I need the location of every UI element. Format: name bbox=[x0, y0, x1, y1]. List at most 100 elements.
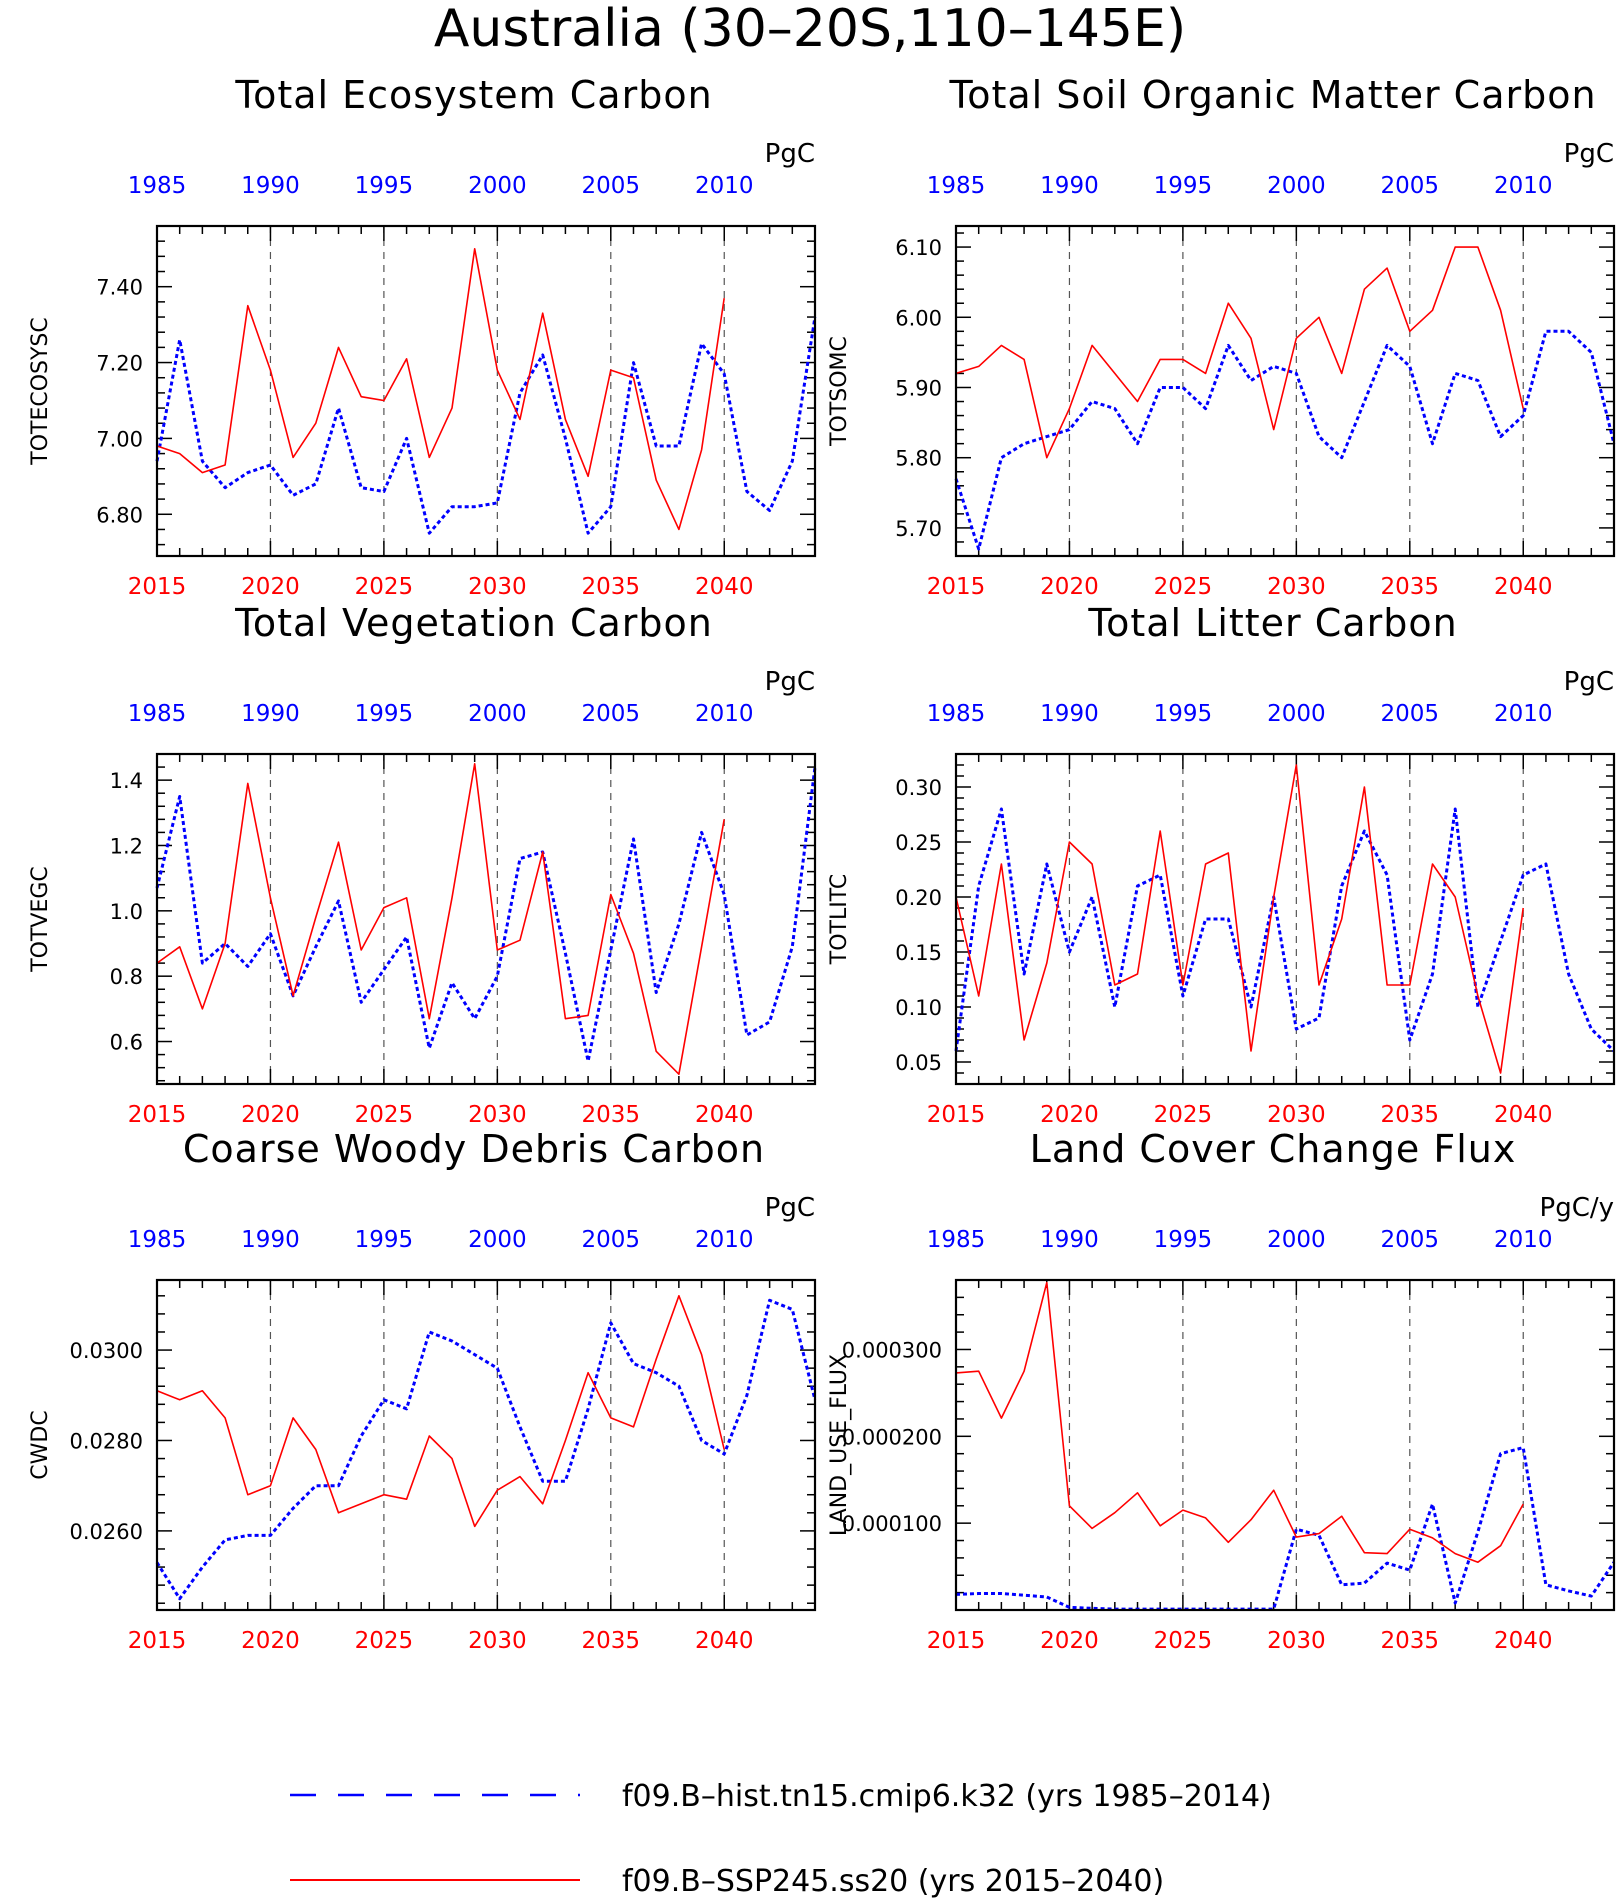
x-tick-label: 2030 bbox=[1267, 1102, 1326, 1128]
y-tick-label: 0.05 bbox=[895, 1051, 942, 1075]
y-tick-label: 6.10 bbox=[895, 236, 942, 260]
x-top-tick-label: 2005 bbox=[1381, 173, 1440, 199]
series-line-hist bbox=[155, 316, 817, 535]
x-top-tick-label: 2005 bbox=[1381, 701, 1440, 727]
y-axis-label: TOTLITC bbox=[827, 874, 852, 965]
x-tick-label: 2035 bbox=[582, 1102, 641, 1128]
x-tick-label: 2015 bbox=[128, 574, 187, 600]
chart-panel: Total Vegetation Carbon PgC TOTVEGC 2015 202… bbox=[28, 601, 817, 1128]
y-axis-label: TOTECOSYSC bbox=[28, 317, 53, 466]
x-top-tick-label: 2010 bbox=[1494, 173, 1553, 199]
chart-panel: Total Ecosystem Carbon PgC TOTECOSYSC 2015 2… bbox=[28, 73, 817, 600]
y-tick-label: 1.4 bbox=[110, 769, 143, 793]
y-tick-label: 0.10 bbox=[895, 996, 942, 1020]
x-tick-label: 2035 bbox=[582, 1628, 641, 1654]
y-tick-label: 5.90 bbox=[895, 376, 942, 400]
x-tick-label: 2020 bbox=[1040, 574, 1099, 600]
legend: f09.B–hist.tn15.cmip6.k32 (yrs 1985–2014… bbox=[290, 1779, 1272, 1899]
x-tick-label: 2015 bbox=[128, 1628, 187, 1654]
y-axis-label: TOTSOMC bbox=[827, 336, 852, 447]
panel-title: Coarse Woody Debris Carbon bbox=[183, 1127, 765, 1171]
units-label: PgC/y bbox=[1540, 1193, 1614, 1223]
figure-title: Australia (30–20S,110–145E) bbox=[434, 0, 1186, 59]
y-axis-label: CWDC bbox=[28, 1410, 53, 1479]
x-top-tick-label: 2005 bbox=[582, 173, 641, 199]
chart-panel: Land Cover Change Flux PgC/y LAND_USE_FLUX… bbox=[827, 1127, 1616, 1654]
x-tick-label: 2040 bbox=[1494, 1102, 1553, 1128]
x-top-tick-label: 1985 bbox=[927, 701, 986, 727]
units-label: PgC bbox=[765, 667, 815, 697]
y-tick-label: 1.2 bbox=[110, 834, 143, 858]
y-tick-label: 1.0 bbox=[110, 900, 143, 924]
units-label: PgC bbox=[1564, 667, 1614, 697]
x-tick-label: 2015 bbox=[128, 1102, 187, 1128]
plot-frame bbox=[954, 224, 1616, 558]
series-line-hist bbox=[155, 1298, 817, 1601]
y-tick-label: 0.000100 bbox=[842, 1512, 942, 1536]
x-top-tick-label: 2000 bbox=[1267, 173, 1326, 199]
x-top-tick-label: 2000 bbox=[468, 173, 527, 199]
x-tick-label: 2020 bbox=[241, 574, 300, 600]
series-line-ssp bbox=[156, 762, 725, 1075]
x-tick-label: 2020 bbox=[241, 1102, 300, 1128]
x-tick-label: 2040 bbox=[1494, 574, 1553, 600]
y-tick-label: 0.000300 bbox=[842, 1338, 942, 1362]
series-line-ssp bbox=[955, 764, 1524, 1074]
y-tick-label: 0.0280 bbox=[70, 1429, 143, 1453]
x-top-tick-label: 1995 bbox=[1154, 173, 1213, 199]
x-top-tick-label: 1990 bbox=[1040, 1227, 1099, 1253]
series-line-hist bbox=[155, 766, 817, 1063]
x-top-tick-label: 1990 bbox=[241, 701, 300, 727]
y-tick-label: 0.8 bbox=[110, 965, 143, 989]
y-tick-label: 0.0300 bbox=[70, 1339, 143, 1363]
plot-frame bbox=[155, 752, 817, 1086]
x-top-tick-label: 1990 bbox=[1040, 701, 1099, 727]
series-line-ssp bbox=[156, 1295, 725, 1528]
x-top-tick-label: 1990 bbox=[1040, 173, 1099, 199]
x-top-tick-label: 1995 bbox=[355, 173, 414, 199]
panel-title: Total Litter Carbon bbox=[1087, 601, 1457, 645]
y-tick-label: 0.20 bbox=[895, 886, 942, 910]
legend-ssp-label: f09.B–SSP245.ss20 (yrs 2015–2040) bbox=[622, 1864, 1164, 1899]
x-tick-label: 2020 bbox=[241, 1628, 300, 1654]
panel-title: Land Cover Change Flux bbox=[1030, 1127, 1517, 1171]
x-tick-label: 2020 bbox=[1040, 1102, 1099, 1128]
x-tick-label: 2035 bbox=[582, 574, 641, 600]
plot-frame bbox=[155, 224, 817, 558]
x-top-tick-label: 1995 bbox=[1154, 1227, 1213, 1253]
x-tick-label: 2025 bbox=[1154, 574, 1213, 600]
x-top-tick-label: 2005 bbox=[1381, 1227, 1440, 1253]
y-tick-label: 5.70 bbox=[895, 517, 942, 541]
series-line-hist bbox=[954, 329, 1616, 551]
y-tick-label: 6.00 bbox=[895, 306, 942, 330]
x-tick-label: 2015 bbox=[927, 574, 986, 600]
x-top-tick-label: 1995 bbox=[355, 701, 414, 727]
series-line-ssp bbox=[156, 248, 725, 531]
x-top-tick-label: 1985 bbox=[128, 173, 187, 199]
panels: Total Ecosystem Carbon PgC TOTECOSYSC 2015 2… bbox=[28, 73, 1616, 1654]
series-line-ssp bbox=[955, 246, 1524, 459]
x-top-tick-label: 1990 bbox=[241, 1227, 300, 1253]
panel-title: Total Vegetation Carbon bbox=[234, 601, 713, 645]
y-axis-label: TOTVEGC bbox=[28, 866, 53, 973]
x-tick-label: 2035 bbox=[1381, 1628, 1440, 1654]
x-top-tick-label: 1985 bbox=[128, 701, 187, 727]
x-top-tick-label: 1985 bbox=[927, 1227, 986, 1253]
x-tick-label: 2030 bbox=[468, 1628, 527, 1654]
x-tick-label: 2030 bbox=[1267, 1628, 1326, 1654]
x-tick-label: 2030 bbox=[1267, 574, 1326, 600]
x-tick-label: 2040 bbox=[695, 1102, 754, 1128]
panel-title: Total Soil Organic Matter Carbon bbox=[948, 73, 1596, 117]
y-tick-label: 0.0260 bbox=[70, 1520, 143, 1544]
y-tick-label: 0.25 bbox=[895, 831, 942, 855]
x-top-tick-label: 2000 bbox=[1267, 1227, 1326, 1253]
chart-panel: Total Soil Organic Matter Carbon PgC TOTSO… bbox=[827, 73, 1616, 600]
x-tick-label: 2025 bbox=[1154, 1102, 1213, 1128]
panel-title: Total Ecosystem Carbon bbox=[234, 73, 712, 117]
units-label: PgC bbox=[765, 1193, 815, 1223]
units-label: PgC bbox=[765, 139, 815, 169]
series-line-ssp bbox=[955, 1281, 1524, 1563]
x-tick-label: 2040 bbox=[1494, 1628, 1553, 1654]
x-top-tick-label: 1985 bbox=[128, 1227, 187, 1253]
x-tick-label: 2035 bbox=[1381, 1102, 1440, 1128]
